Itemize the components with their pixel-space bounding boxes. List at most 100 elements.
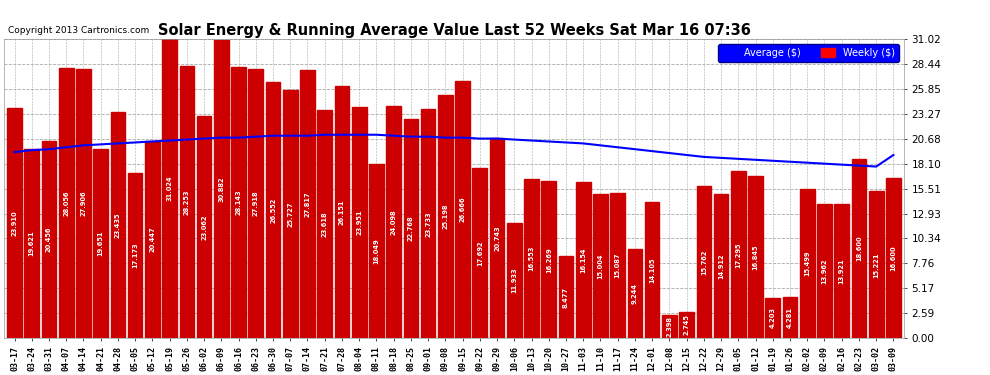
Text: 26.151: 26.151 xyxy=(339,200,345,225)
Text: 22.768: 22.768 xyxy=(408,216,414,241)
Bar xyxy=(58,68,73,338)
Title: Solar Energy & Running Average Value Last 52 Weeks Sat Mar 16 07:36: Solar Energy & Running Average Value Las… xyxy=(157,23,750,38)
Bar xyxy=(628,249,643,338)
Bar xyxy=(25,149,39,338)
Text: 28.253: 28.253 xyxy=(184,189,190,215)
Bar xyxy=(558,256,573,338)
Text: 25.727: 25.727 xyxy=(287,201,293,227)
Bar xyxy=(886,178,901,338)
Text: 26.552: 26.552 xyxy=(270,198,276,223)
Bar xyxy=(232,67,246,338)
Bar xyxy=(283,90,298,338)
Text: 27.906: 27.906 xyxy=(80,191,86,216)
Text: 13.921: 13.921 xyxy=(839,258,844,284)
Text: 17.295: 17.295 xyxy=(736,242,742,267)
Text: 8.477: 8.477 xyxy=(563,287,569,308)
Text: 23.910: 23.910 xyxy=(12,210,18,236)
Text: 25.198: 25.198 xyxy=(443,204,448,230)
Bar xyxy=(248,69,263,338)
Text: 9.244: 9.244 xyxy=(632,283,638,304)
Bar xyxy=(542,182,556,338)
Bar xyxy=(93,149,108,338)
Bar xyxy=(800,189,815,338)
Text: 11.933: 11.933 xyxy=(511,268,518,294)
Bar xyxy=(748,176,763,338)
Text: 14.912: 14.912 xyxy=(718,254,724,279)
Text: 23.435: 23.435 xyxy=(115,213,121,238)
Text: 16.269: 16.269 xyxy=(545,247,551,273)
Bar xyxy=(214,40,229,338)
Bar xyxy=(369,164,384,338)
Text: Copyright 2013 Cartronics.com: Copyright 2013 Cartronics.com xyxy=(8,26,149,35)
Text: 31.024: 31.024 xyxy=(166,176,172,201)
Bar xyxy=(197,116,212,338)
Bar xyxy=(593,194,608,338)
Bar xyxy=(318,111,332,338)
Bar xyxy=(644,202,659,338)
Bar xyxy=(162,39,177,338)
Bar xyxy=(76,69,91,338)
Text: 30.882: 30.882 xyxy=(219,177,225,202)
Text: 20.456: 20.456 xyxy=(46,227,51,252)
Text: 15.762: 15.762 xyxy=(701,249,707,275)
Text: 19.651: 19.651 xyxy=(98,231,104,256)
Text: 17.692: 17.692 xyxy=(477,240,483,266)
Text: 18.049: 18.049 xyxy=(373,238,379,264)
Bar xyxy=(128,172,143,338)
Text: 20.447: 20.447 xyxy=(149,227,155,252)
Bar xyxy=(265,82,280,338)
Bar xyxy=(851,159,866,338)
Text: 24.098: 24.098 xyxy=(391,209,397,235)
Bar xyxy=(679,312,694,338)
Bar xyxy=(783,297,797,338)
Bar xyxy=(662,315,677,338)
Bar xyxy=(300,70,315,338)
Bar xyxy=(438,95,452,338)
Bar xyxy=(7,108,22,338)
Bar xyxy=(611,193,625,338)
Bar xyxy=(524,178,539,338)
Bar xyxy=(817,204,832,338)
Text: 15.499: 15.499 xyxy=(804,251,810,276)
Bar xyxy=(714,194,729,338)
Bar xyxy=(179,66,194,338)
Text: 16.154: 16.154 xyxy=(580,248,586,273)
Bar xyxy=(507,223,522,338)
Text: 16.600: 16.600 xyxy=(890,245,896,271)
Bar xyxy=(472,168,487,338)
Text: 2.398: 2.398 xyxy=(666,316,672,337)
Bar xyxy=(351,107,366,338)
Text: 23.733: 23.733 xyxy=(425,211,431,237)
Bar xyxy=(335,86,349,338)
Text: 4.281: 4.281 xyxy=(787,307,793,328)
Text: 28.056: 28.056 xyxy=(63,190,69,216)
Text: 14.105: 14.105 xyxy=(649,258,655,283)
Text: 23.618: 23.618 xyxy=(322,211,328,237)
Bar xyxy=(765,298,780,338)
Text: 26.666: 26.666 xyxy=(459,197,465,222)
Text: 16.845: 16.845 xyxy=(752,244,758,270)
Text: 27.817: 27.817 xyxy=(305,191,311,217)
Bar xyxy=(146,141,159,338)
Legend: Average ($), Weekly ($): Average ($), Weekly ($) xyxy=(718,44,899,62)
Text: 27.918: 27.918 xyxy=(252,191,258,216)
Text: 13.962: 13.962 xyxy=(822,258,828,284)
Text: 15.087: 15.087 xyxy=(615,253,621,278)
Bar xyxy=(455,81,470,338)
Bar xyxy=(421,110,436,338)
Bar xyxy=(869,191,883,338)
Text: 23.951: 23.951 xyxy=(356,210,362,236)
Bar xyxy=(576,182,591,338)
Text: 2.745: 2.745 xyxy=(684,315,690,335)
Text: 15.221: 15.221 xyxy=(873,252,879,278)
Bar xyxy=(697,186,711,338)
Bar xyxy=(835,204,849,338)
Bar xyxy=(731,171,745,338)
Bar xyxy=(42,141,56,338)
Text: 28.143: 28.143 xyxy=(236,190,242,215)
Bar xyxy=(490,138,504,338)
Bar xyxy=(386,106,401,338)
Text: 15.004: 15.004 xyxy=(597,253,604,279)
Text: 17.173: 17.173 xyxy=(132,243,139,268)
Text: 19.621: 19.621 xyxy=(29,231,35,256)
